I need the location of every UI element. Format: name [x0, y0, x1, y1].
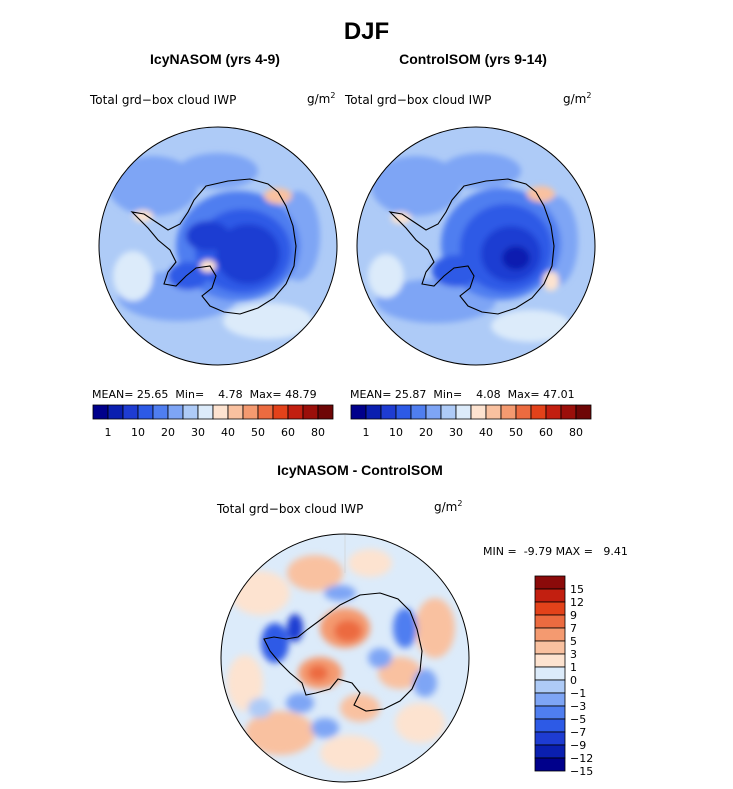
colorbar-icy-swatch-5 [167, 404, 184, 420]
colorbar-diff-swatch-5 [534, 640, 566, 655]
colorbar-diff-tick-label: 7 [570, 622, 577, 635]
colorbar-control-swatch-2 [380, 404, 397, 420]
colorbar-diff-swatch-11 [534, 718, 566, 733]
colorbar-icy-swatch-13 [287, 404, 304, 420]
colorbar-control-swatch-0 [350, 404, 367, 420]
colorbar-diff-tick-label: −9 [570, 739, 586, 752]
figure-title: DJF [343, 18, 390, 45]
colorbar-diff-tick-label: 9 [570, 609, 577, 622]
colorbar-control-swatch-1 [365, 404, 382, 420]
colorbar-control-swatch-4 [410, 404, 427, 420]
colorbar-diff-swatch-4 [534, 627, 566, 642]
colorbar-icy-swatch-3 [137, 404, 154, 420]
colorbar-diff-tick-label: −3 [570, 700, 586, 713]
map-control [356, 126, 596, 366]
colorbar-diff-tick-label: 5 [570, 635, 577, 648]
panel-title-diff: IcyNASOM - ControlSOM [277, 462, 443, 478]
stats-icy: MEAN= 25.65 Min= 4.78 Max= 48.79 [92, 388, 317, 401]
colorbar-diff-tick-label: −1 [570, 687, 586, 700]
colorbar-icy-tick-label: 10 [131, 426, 145, 439]
colorbar-icy-swatch-7 [197, 404, 214, 420]
colorbar-control-tick-label: 40 [479, 426, 493, 439]
colorbar-icy-swatch-8 [212, 404, 229, 420]
colorbar-icy-swatch-2 [122, 404, 139, 420]
colorbar-diff-swatch-0 [534, 575, 566, 590]
variable-label-diff: Total grd−box cloud IWP [217, 502, 364, 516]
colorbar-control-swatch-10 [500, 404, 517, 420]
colorbar-diff-tick-label: −7 [570, 726, 586, 739]
colorbar-diff-swatch-9 [534, 692, 566, 707]
colorbar-diff-swatch-7 [534, 666, 566, 681]
colorbar-diff-swatch-2 [534, 601, 566, 616]
colorbar-icy-swatch-11 [257, 404, 274, 420]
map-diff [220, 533, 470, 783]
colorbar-control-swatch-12 [530, 404, 547, 420]
colorbar-diff-tick-label: −5 [570, 713, 586, 726]
colorbar-icy-tick-label: 1 [105, 426, 112, 439]
colorbar-icy-tick-label: 50 [251, 426, 265, 439]
colorbar-icy-swatch-12 [272, 404, 289, 420]
colorbar-control-swatch-6 [440, 404, 457, 420]
map-icy [98, 126, 338, 366]
colorbar-diff-swatch-13 [534, 744, 566, 759]
colorbar-icy-tick-label: 20 [161, 426, 175, 439]
colorbar-control-swatch-11 [515, 404, 532, 420]
colorbar-icy-tick-label: 80 [311, 426, 325, 439]
colorbar-control-tick-label: 30 [449, 426, 463, 439]
colorbar-diff-tick-label: 15 [570, 583, 584, 596]
colorbar-diff-tick-label: 0 [570, 674, 577, 687]
colorbar-icy: 1 10 20 30 40 50 60 80 [92, 404, 334, 439]
panel-title-icy: IcyNASOM (yrs 4-9) [150, 51, 280, 67]
colorbar-icy-swatch-0 [92, 404, 109, 420]
colorbar-diff-tick-label: 1 [570, 661, 577, 674]
colorbar-control-swatch-15 [575, 404, 592, 420]
colorbar-diff-swatch-6 [534, 653, 566, 668]
colorbar-control-swatch-7 [455, 404, 472, 420]
colorbar-control-swatch-8 [470, 404, 487, 420]
units-label-icy: g/m2 [307, 91, 336, 106]
colorbar-control-tick-label: 1 [363, 426, 370, 439]
variable-label-control: Total grd−box cloud IWP [345, 93, 492, 107]
colorbar-icy-swatch-1 [107, 404, 124, 420]
colorbar-diff-swatch-10 [534, 705, 566, 720]
colorbar-diff-tick-label: −12 [570, 752, 593, 765]
colorbar-diff-swatch-1 [534, 588, 566, 603]
colorbar-icy-swatch-9 [227, 404, 244, 420]
colorbar-control-swatch-13 [545, 404, 562, 420]
colorbar-control-tick-label: 20 [419, 426, 433, 439]
colorbar-diff-swatch-3 [534, 614, 566, 629]
colorbar-diff-swatch-8 [534, 679, 566, 694]
colorbar-icy-swatch-15 [317, 404, 334, 420]
variable-label-icy: Total grd−box cloud IWP [90, 93, 237, 107]
colorbar-control-swatch-3 [395, 404, 412, 420]
colorbar-diff-swatch-14 [534, 757, 566, 772]
units-label-control: g/m2 [563, 91, 592, 106]
stats-control: MEAN= 25.87 Min= 4.08 Max= 47.01 [350, 388, 575, 401]
colorbar-diff-tick-label: 12 [570, 596, 584, 609]
stats-diff: MIN = -9.79 MAX = 9.41 [483, 545, 628, 558]
colorbar-diff-tick-label: 3 [570, 648, 577, 661]
colorbar-control-tick-label: 60 [539, 426, 553, 439]
colorbar-control-tick-label: 10 [389, 426, 403, 439]
colorbar-icy-swatch-14 [302, 404, 319, 420]
colorbar-icy-tick-label: 60 [281, 426, 295, 439]
colorbar-icy-tick-label: 40 [221, 426, 235, 439]
colorbar-icy-swatch-6 [182, 404, 199, 420]
colorbar-icy-tick-label: 30 [191, 426, 205, 439]
colorbar-control-tick-label: 50 [509, 426, 523, 439]
colorbar-control-swatch-9 [485, 404, 502, 420]
colorbar-control: 1 10 20 30 40 50 60 80 [350, 404, 592, 439]
panel-title-control: ControlSOM (yrs 9-14) [399, 51, 547, 67]
colorbar-diff-swatch-12 [534, 731, 566, 746]
units-label-diff: g/m2 [434, 499, 463, 514]
colorbar-control-swatch-14 [560, 404, 577, 420]
colorbar-control-swatch-5 [425, 404, 442, 420]
colorbar-icy-swatch-10 [242, 404, 259, 420]
colorbar-icy-swatch-4 [152, 404, 169, 420]
colorbar-diff-tick-label: −15 [570, 765, 593, 778]
colorbar-control-tick-label: 80 [569, 426, 583, 439]
